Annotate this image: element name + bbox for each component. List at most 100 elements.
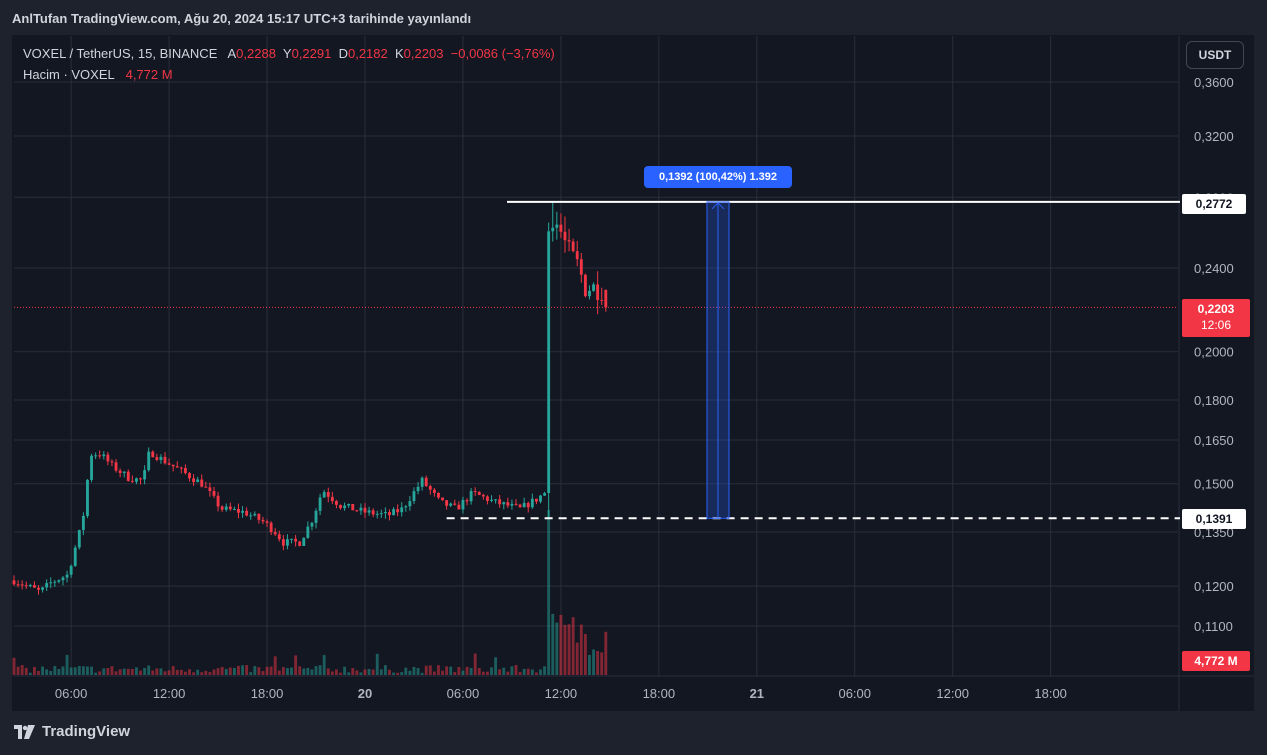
candle-body — [596, 284, 600, 300]
volume-bar — [379, 669, 383, 675]
volume-bar — [232, 668, 236, 675]
close-label: K — [394, 46, 404, 61]
candle-body — [388, 512, 391, 516]
volume-bar — [273, 656, 277, 675]
volume-bar — [428, 665, 432, 675]
volume-bar — [90, 666, 93, 675]
last-price-value: 0,2203 — [1197, 302, 1235, 316]
candle-body — [102, 454, 106, 457]
volume-bar — [245, 665, 249, 675]
volume-bar — [583, 634, 587, 675]
candle-body — [257, 513, 261, 520]
candle-body — [571, 241, 575, 252]
volume-bar — [441, 670, 444, 675]
candle-body — [249, 515, 253, 517]
candle-body — [510, 503, 514, 506]
volume-bar — [228, 667, 232, 675]
volume-label[interactable]: Hacim · VOXEL — [23, 67, 115, 82]
candle-body — [375, 513, 379, 515]
y-tick-label: 0,3200 — [1194, 129, 1234, 144]
volume-bar — [220, 666, 224, 675]
candle-body — [224, 506, 228, 510]
candle-body — [298, 541, 302, 546]
volume-bar — [216, 668, 220, 675]
volume-bar — [359, 672, 363, 675]
upper-line-price-tag: 0,2772 — [1182, 194, 1246, 214]
volume-bar — [151, 670, 155, 675]
volume-bar — [408, 670, 412, 675]
volume-bar — [208, 672, 212, 675]
candle-body — [98, 455, 102, 457]
candle-body — [583, 274, 587, 297]
y-tick-label: 0,1200 — [1194, 579, 1234, 594]
candle-body — [428, 486, 432, 490]
overlays — [14, 200, 1180, 520]
candle-body — [196, 479, 200, 483]
y-tick-label: 0,1650 — [1194, 433, 1234, 448]
candle-body — [261, 519, 265, 522]
candle-body — [286, 539, 289, 546]
volume-bar — [367, 668, 371, 675]
candle-body — [188, 473, 191, 479]
y-tick-label: 0,2000 — [1194, 345, 1234, 360]
volume-bar — [192, 672, 196, 675]
candle-body — [90, 455, 93, 480]
volume-bar — [37, 671, 40, 675]
volume-bar — [555, 622, 559, 675]
volume-bar — [102, 668, 106, 675]
candle-body — [61, 577, 65, 581]
candle-body — [486, 496, 489, 501]
volume-bar — [204, 670, 208, 675]
volume-bar — [424, 665, 428, 675]
candle-body — [220, 506, 224, 510]
volume-bar — [551, 613, 555, 675]
volume-bar — [114, 671, 118, 675]
volume-bar — [314, 666, 318, 675]
volume-bar — [510, 666, 514, 675]
volume-bar — [53, 666, 57, 675]
volume-bar — [473, 653, 477, 675]
volume-price-tag: 4,772 M — [1182, 651, 1250, 671]
candle-body — [600, 299, 604, 301]
volume-bar — [135, 667, 138, 675]
published-header: AnlTufan TradingView.com, Ağu 20, 2024 1… — [12, 11, 472, 26]
candle-body — [604, 289, 608, 308]
volume-bar — [469, 667, 473, 675]
tradingview-logo-icon — [14, 724, 35, 739]
candle-body — [277, 534, 281, 540]
volume-bar — [567, 624, 571, 675]
candle-body — [86, 479, 89, 516]
footer-logo[interactable]: TradingView — [14, 723, 130, 740]
candle-body — [28, 585, 32, 587]
volume-bar — [261, 671, 265, 675]
volume-bar — [241, 665, 244, 675]
candle-body — [310, 522, 314, 527]
volume-bar — [188, 669, 191, 675]
volume-bar — [588, 654, 591, 675]
volume-bar — [200, 672, 204, 675]
chart-frame[interactable] — [12, 35, 1254, 711]
close-value: 0,2203 — [403, 46, 444, 61]
candle-body — [514, 503, 518, 505]
candle-body — [294, 538, 298, 542]
volume-bar — [155, 668, 159, 675]
candle-body — [126, 471, 130, 481]
candle-body — [139, 478, 142, 480]
symbol-name[interactable]: VOXEL / TetherUS, 15, BINANCE — [23, 46, 218, 61]
y-tick-label: 0,1100 — [1194, 619, 1233, 634]
currency-button[interactable]: USDT — [1186, 41, 1244, 69]
candle-body — [73, 547, 77, 566]
volume-bar — [65, 654, 69, 675]
volume-bar — [126, 668, 130, 675]
candle-body — [432, 489, 436, 493]
measure-label[interactable]: 0,1392 (100,42%) 1.392 — [644, 166, 792, 188]
candle-body — [367, 510, 371, 513]
candle-body — [559, 224, 563, 232]
candle-body — [326, 492, 330, 497]
candle-body — [228, 506, 232, 510]
candle-body — [453, 503, 457, 505]
volume-bar — [49, 670, 53, 675]
volume-bar — [571, 617, 575, 675]
volume-bar — [486, 671, 489, 675]
